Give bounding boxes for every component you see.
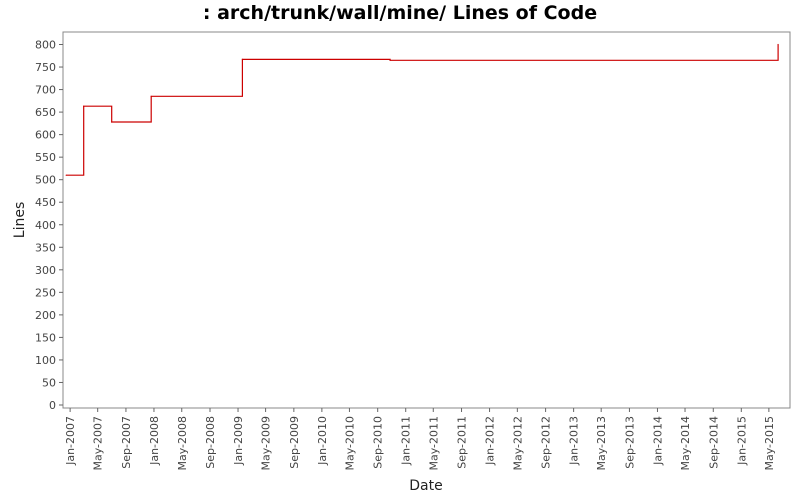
x-tick-label: Sep-2008 <box>204 416 217 469</box>
y-tick-label: 750 <box>35 61 56 74</box>
y-axis: 0 50 100 150 200 250 300 350 400 450 500 550 600 650 7… <box>35 39 63 412</box>
x-tick-label: Jan-2015 <box>735 416 748 466</box>
x-tick-label: May-2015 <box>763 416 776 471</box>
y-tick-label: 650 <box>35 106 56 119</box>
x-tick-label: Jan-2007 <box>64 416 77 466</box>
x-tick-label: Sep-2013 <box>623 416 636 469</box>
y-tick-label: 700 <box>35 84 56 97</box>
y-tick-label: 550 <box>35 151 56 164</box>
x-tick-label: May-2007 <box>92 416 105 471</box>
plot-area <box>62 31 791 409</box>
x-tick-label: Sep-2007 <box>120 416 133 469</box>
y-tick-label: 150 <box>35 331 56 344</box>
data-point <box>65 174 67 176</box>
x-tick-label: May-2011 <box>427 416 440 471</box>
x-tick-label: Jan-2012 <box>484 416 497 466</box>
x-tick-label: Sep-2009 <box>288 416 301 469</box>
x-tick-label: Jan-2008 <box>148 416 161 466</box>
x-tick-label: May-2014 <box>679 416 692 471</box>
x-tick-label: Jan-2009 <box>232 416 245 466</box>
x-tick-label: Sep-2012 <box>540 416 553 469</box>
x-tick-label: May-2008 <box>176 416 189 471</box>
x-tick-label: Jan-2013 <box>568 416 581 466</box>
data-point <box>111 121 113 123</box>
y-tick-label: 200 <box>35 309 56 322</box>
data-point <box>389 59 391 61</box>
y-tick-label: 50 <box>42 376 56 389</box>
data-point <box>777 43 779 46</box>
x-tick-label: Jan-2014 <box>651 416 664 466</box>
x-tick-label: May-2013 <box>595 416 608 471</box>
x-tick-label: May-2010 <box>343 416 356 471</box>
chart-title: : arch/trunk/wall/mine/ Lines of Code <box>202 2 598 24</box>
x-tick-label: May-2012 <box>511 416 524 471</box>
y-tick-label: 500 <box>35 174 56 187</box>
x-axis: Jan-2007 May-2007 Sep-2007 Jan-2008 May-2008… <box>64 408 776 471</box>
data-point <box>150 95 152 97</box>
x-tick-label: Sep-2011 <box>456 416 469 469</box>
x-tick-label: Jan-2011 <box>400 416 413 466</box>
x-axis-title: Date <box>409 478 442 494</box>
y-tick-label: 400 <box>35 219 56 232</box>
x-tick-label: Sep-2010 <box>372 416 385 469</box>
y-tick-label: 450 <box>35 196 56 209</box>
y-tick-label: 800 <box>35 39 56 52</box>
data-point <box>241 58 243 60</box>
y-tick-label: 300 <box>35 264 56 277</box>
series-layer <box>65 43 779 176</box>
y-tick-label: 0 <box>49 399 56 412</box>
y-tick-label: 600 <box>35 129 56 142</box>
y-tick-label: 250 <box>35 286 56 299</box>
y-tick-label: 100 <box>35 354 56 367</box>
x-tick-label: May-2009 <box>260 416 273 471</box>
x-tick-label: Sep-2014 <box>707 416 720 469</box>
data-point <box>83 105 85 107</box>
y-axis-title: Lines <box>12 202 28 238</box>
y-tick-label: 350 <box>35 241 56 254</box>
x-tick-label: Jan-2010 <box>316 416 329 466</box>
